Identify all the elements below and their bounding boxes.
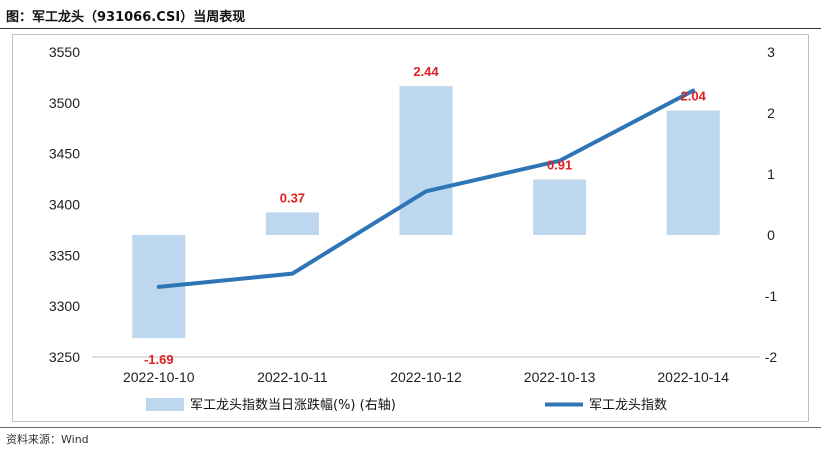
left-tick-label: 3550 [49,44,80,60]
right-tick-label: 3 [767,44,775,60]
data-labels: -1.69 0.37 2.44 0.91 2.04 [144,64,707,367]
left-tick-label: 3500 [49,95,80,111]
data-label: 2.04 [681,89,707,104]
right-tick-label: 1 [767,166,775,182]
legend: 军工龙头指数当日涨跌幅(%) (右轴) 军工龙头指数 [146,397,667,413]
left-tick-label: 3400 [49,197,80,213]
data-label: 0.37 [280,190,305,205]
category-axis: 2022-10-10 2022-10-11 2022-10-12 2022-10-13… [123,369,729,385]
data-label: 2.44 [413,64,439,79]
line-point [559,160,561,162]
right-axis: -2 -1 0 1 2 3 [765,44,778,365]
left-tick-label: 3300 [49,298,80,314]
left-axis: 3250 3300 3350 3400 3450 3500 3550 [49,44,80,365]
category-label: 2022-10-12 [390,369,462,385]
right-tick-label: 2 [767,105,775,121]
source-note: 资料来源：Wind [6,433,89,446]
legend-bar-label: 军工龙头指数当日涨跌幅(%) (右轴) [190,397,396,413]
line-point [425,190,427,192]
bar [666,110,720,235]
right-tick-label: 0 [767,227,775,243]
line-point [158,286,160,288]
left-tick-label: 3450 [49,146,80,162]
title-divider [0,28,821,29]
bar [533,179,587,235]
legend-line-label: 军工龙头指数 [589,398,667,413]
data-label: -1.69 [144,352,174,367]
data-label: 0.91 [547,157,572,172]
category-label: 2022-10-14 [657,369,729,385]
left-tick-label: 3350 [49,247,80,263]
source-divider [0,427,821,428]
category-label: 2022-10-11 [257,369,328,385]
bar [399,86,453,235]
chart-frame [12,34,809,422]
bar-series [132,86,720,339]
bar [265,212,319,235]
line-point [291,273,293,275]
left-tick-label: 3250 [49,349,80,365]
line-series [156,88,696,289]
right-tick-label: -1 [765,288,778,304]
legend-bar-swatch [146,398,184,411]
line-point [692,90,694,92]
category-label: 2022-10-13 [524,369,596,385]
chart-title: 图：军工龙头（931066.CSI）当周表现 [6,10,246,25]
category-label: 2022-10-10 [123,369,195,385]
right-tick-label: -2 [765,349,778,365]
